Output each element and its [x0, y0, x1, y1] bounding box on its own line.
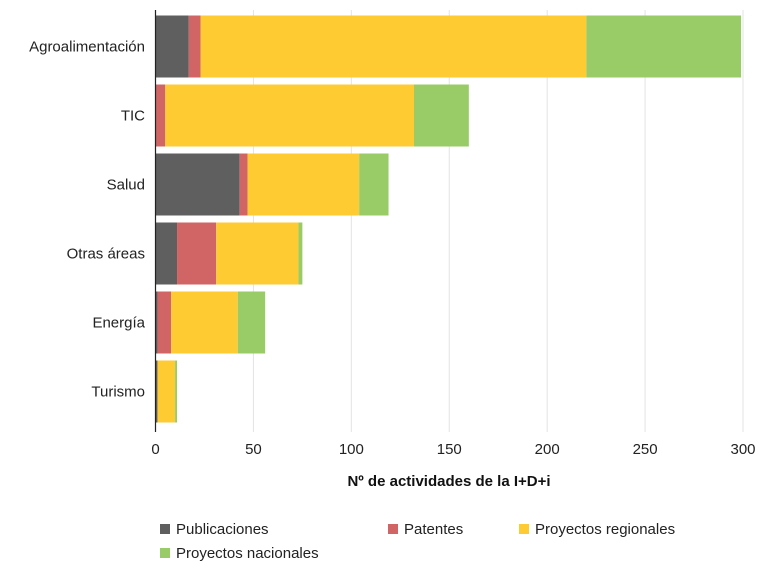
bar-publicaciones [155, 360, 158, 423]
bar-proyectos-regionales [157, 360, 176, 423]
bar-proyectos-nacionales [359, 153, 389, 216]
bars [155, 15, 742, 423]
bar-patentes [157, 291, 172, 354]
x-tick-label: 250 [633, 441, 658, 458]
legend-label: Proyectos regionales [535, 521, 675, 538]
x-tick-label: 200 [535, 441, 560, 458]
bar-proyectos-nacionales [414, 84, 469, 147]
bar-proyectos-nacionales [298, 222, 303, 285]
x-tick-label: 0 [151, 441, 159, 458]
legend-label: Publicaciones [176, 521, 269, 538]
category-label: Turismo [91, 384, 145, 401]
category-label: Agroalimentación [29, 39, 145, 56]
bar-proyectos-regionales [200, 15, 587, 78]
bar-publicaciones [155, 15, 189, 78]
legend-item: Patentes [388, 521, 463, 538]
bar-proyectos-regionales [171, 291, 238, 354]
legend-swatch [388, 524, 398, 534]
legend-swatch [160, 524, 170, 534]
bar-patentes [177, 222, 217, 285]
category-label: Otras áreas [67, 246, 145, 263]
legend-item: Proyectos nacionales [160, 545, 319, 562]
legend-swatch [519, 524, 529, 534]
bar-publicaciones [155, 222, 178, 285]
legend-swatch [160, 548, 170, 558]
x-tick-label: 50 [245, 441, 262, 458]
legend-item: Publicaciones [160, 521, 269, 538]
bar-proyectos-nacionales [237, 291, 266, 354]
bar-patentes [239, 153, 248, 216]
legend-label: Patentes [404, 521, 463, 538]
bar-proyectos-nacionales [175, 360, 178, 423]
bar-proyectos-regionales [216, 222, 299, 285]
x-tick-label: 300 [730, 441, 755, 458]
bar-proyectos-regionales [247, 153, 360, 216]
x-axis-ticks: 0 50 100 150 200 250 300 [151, 441, 755, 458]
x-tick-label: 100 [339, 441, 364, 458]
bar-publicaciones [155, 153, 240, 216]
x-axis-title: Nº de actividades de la I+D+i [347, 473, 550, 490]
category-labels: Agroalimentación TIC Salud Otras áreas Energ… [29, 39, 146, 401]
x-tick-label: 150 [437, 441, 462, 458]
bar-patentes [188, 15, 201, 78]
bar-proyectos-regionales [165, 84, 414, 147]
legend-item: Proyectos regionales [519, 521, 675, 538]
legend: Publicaciones Patentes Proyectos regionale… [160, 521, 675, 562]
bar-publicaciones [155, 291, 158, 354]
legend-label: Proyectos nacionales [176, 545, 319, 562]
category-label: TIC [121, 108, 145, 125]
category-label: Energía [92, 315, 145, 332]
bar-patentes [155, 84, 166, 147]
grid-lines [252, 10, 744, 432]
bar-proyectos-nacionales [586, 15, 742, 78]
category-label: Salud [107, 177, 145, 194]
